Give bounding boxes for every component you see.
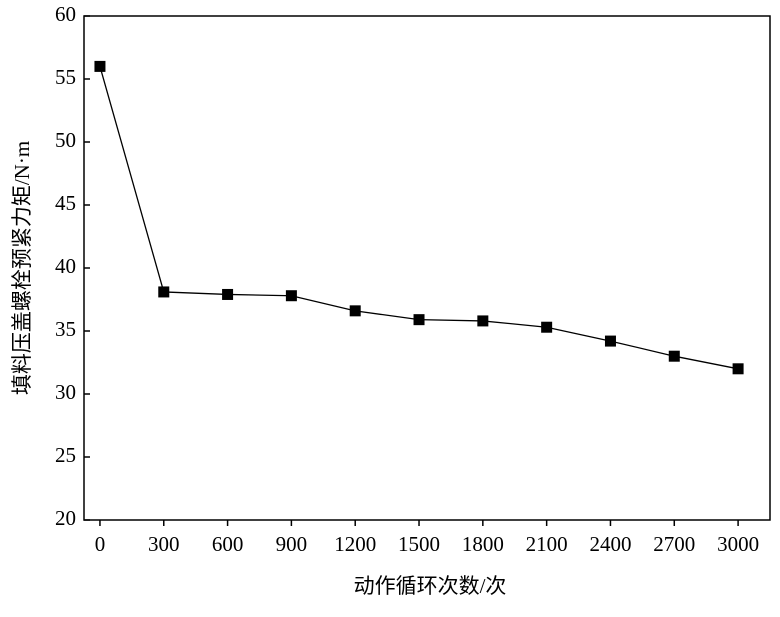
x-tick-label: 600 bbox=[212, 532, 244, 556]
data-point bbox=[413, 314, 425, 326]
x-tick-label: 1200 bbox=[334, 532, 376, 556]
y-tick-label: 30 bbox=[55, 380, 76, 404]
data-point bbox=[158, 286, 170, 298]
x-tick-label: 1500 bbox=[398, 532, 440, 556]
plot-frame bbox=[83, 15, 771, 521]
y-tick-label: 40 bbox=[55, 254, 76, 278]
x-tick-label: 300 bbox=[148, 532, 180, 556]
y-tick-label: 60 bbox=[55, 2, 76, 26]
data-point bbox=[222, 288, 234, 300]
data-point bbox=[668, 350, 680, 362]
data-point bbox=[477, 315, 489, 327]
x-tick-label: 0 bbox=[95, 532, 106, 556]
y-tick-label: 50 bbox=[55, 128, 76, 152]
y-tick-label: 25 bbox=[55, 443, 76, 467]
y-tick-label: 55 bbox=[55, 65, 76, 89]
data-point bbox=[285, 290, 297, 302]
x-tick-label: 900 bbox=[276, 532, 308, 556]
data-point bbox=[732, 363, 744, 375]
y-tick-label: 35 bbox=[55, 317, 76, 341]
y-axis-label: 填料压盖螺栓预紧力矩/N·m bbox=[10, 141, 34, 395]
x-tick-label: 2700 bbox=[653, 532, 695, 556]
x-tick-label: 2400 bbox=[589, 532, 631, 556]
data-point bbox=[541, 321, 553, 333]
x-tick-label: 3000 bbox=[717, 532, 759, 556]
y-tick-label: 20 bbox=[55, 506, 76, 530]
data-point bbox=[349, 305, 361, 317]
x-tick-label: 2100 bbox=[526, 532, 568, 556]
data-point bbox=[604, 335, 616, 347]
data-point bbox=[94, 60, 106, 72]
x-axis-label: 动作循环次数/次 bbox=[354, 574, 507, 598]
x-tick-label: 1800 bbox=[462, 532, 504, 556]
y-tick-label: 45 bbox=[55, 191, 76, 215]
